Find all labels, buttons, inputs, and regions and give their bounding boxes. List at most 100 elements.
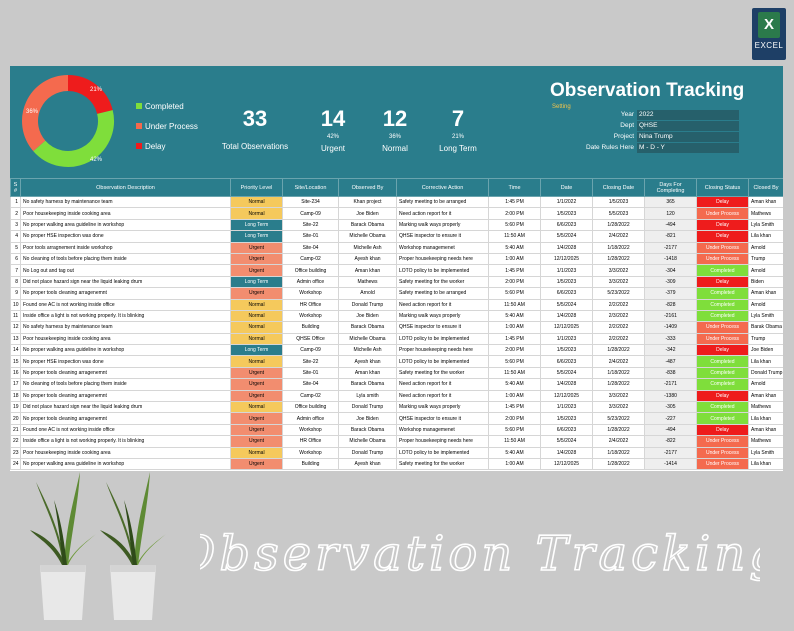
table-cell[interactable]: 5:40 AM [488, 241, 541, 254]
table-cell[interactable]: Under Process [696, 332, 749, 346]
table-row[interactable]: 21 Found one AC is not working inside off… [10, 423, 783, 437]
table-cell[interactable]: 9 [10, 287, 21, 300]
table-cell[interactable]: 5/23/2022 [592, 412, 645, 425]
table-cell[interactable]: 18 [10, 389, 21, 403]
table-cell[interactable]: 1:00 AM [488, 457, 541, 471]
table-cell[interactable]: Normal [230, 207, 283, 220]
table-cell[interactable]: 12 [10, 321, 21, 334]
table-cell[interactable]: Michelle Obama [338, 332, 397, 346]
table-cell[interactable]: 5/5/2024 [540, 298, 593, 311]
table-cell[interactable]: Site-04 [282, 241, 339, 254]
table-cell[interactable]: 1/28/2022 [592, 423, 645, 437]
table-cell[interactable]: 2/2/2022 [592, 321, 645, 334]
table-cell[interactable]: Workshop [282, 446, 339, 460]
table-cell[interactable]: 7 [10, 264, 21, 277]
table-cell[interactable]: 2/2/2022 [592, 332, 645, 346]
table-cell[interactable]: No proper HSE inspection was done [20, 355, 231, 368]
table-row[interactable]: 19 Did not place hazard sign near the liq… [10, 401, 783, 414]
table-cell[interactable]: Arnold [748, 264, 783, 277]
table-cell[interactable]: Barack Obama [338, 321, 397, 334]
table-cell[interactable]: Did not place hazard sign near the liqui… [20, 275, 231, 289]
table-cell[interactable]: Camp-09 [282, 344, 339, 357]
table-cell[interactable]: Normal [230, 446, 283, 460]
table-cell[interactable]: -821 [644, 230, 697, 243]
table-cell[interactable]: Ayesh khan [338, 457, 397, 471]
table-cell[interactable]: LOTO policy to be implemented [396, 446, 489, 460]
table-cell[interactable]: Inside office a light is not working pro… [20, 435, 231, 448]
table-cell[interactable]: Under Process [696, 457, 749, 471]
meta-project-value[interactable]: Nina Trump [637, 131, 739, 142]
table-cell[interactable]: 1:45 PM [488, 195, 541, 209]
table-cell[interactable]: Long Term [230, 230, 283, 243]
table-cell[interactable]: Camp-09 [282, 207, 339, 220]
table-row[interactable]: 11 Inside office a light is not working p… [10, 309, 783, 323]
table-cell[interactable]: 1/4/2028 [540, 241, 593, 254]
table-cell[interactable]: No safety harness by maintenance team [20, 321, 231, 334]
table-cell[interactable]: 8 [10, 275, 21, 289]
table-cell[interactable]: Camp-02 [282, 389, 339, 403]
table-cell[interactable]: 1:00 AM [488, 321, 541, 334]
table-row[interactable]: 2 Poor housekeeping inside cooking area No… [10, 207, 783, 220]
table-cell[interactable]: Workshop [282, 287, 339, 300]
table-cell[interactable]: Need action report for it [396, 207, 489, 220]
table-cell[interactable]: Completed [696, 287, 749, 300]
table-cell[interactable]: 1/28/2022 [592, 218, 645, 232]
table-cell[interactable]: 1/5/2023 [540, 344, 593, 357]
table-cell[interactable]: Did not place hazard sign near the liqui… [20, 401, 231, 414]
table-cell[interactable]: Donald Trump [748, 366, 783, 380]
table-cell[interactable]: Joe Biden [748, 344, 783, 357]
table-cell[interactable]: 1:00 AM [488, 252, 541, 266]
table-cell[interactable]: Aman khan [748, 389, 783, 403]
table-cell[interactable]: 1/28/2022 [592, 344, 645, 357]
table-cell[interactable]: 5:60 PM [488, 218, 541, 232]
table-cell[interactable]: Barack Obama [338, 423, 397, 437]
table-cell[interactable]: Completed [696, 412, 749, 425]
table-cell[interactable]: Lyla Smith [748, 446, 783, 460]
table-cell[interactable]: Safety meeting for the worker [396, 366, 489, 380]
table-cell[interactable]: Lila khan [748, 230, 783, 243]
table-cell[interactable]: Office building [282, 264, 339, 277]
table-cell[interactable]: 5/5/2024 [540, 435, 593, 448]
table-cell[interactable]: -305 [644, 401, 697, 414]
table-cell[interactable]: Donald Trump [338, 446, 397, 460]
table-cell[interactable]: LOTO policy to be implemented [396, 355, 489, 368]
table-cell[interactable]: Under Process [696, 321, 749, 334]
table-cell[interactable]: QHSE inspector to ensure it [396, 412, 489, 425]
table-cell[interactable]: Poor housekeeping inside cooking area [20, 207, 231, 220]
table-cell[interactable]: Workshop [282, 309, 339, 323]
table-cell[interactable]: Delay [696, 344, 749, 357]
table-cell[interactable]: 2 [10, 207, 21, 220]
table-cell[interactable]: 1/4/2028 [540, 446, 593, 460]
table-cell[interactable]: 16 [10, 366, 21, 380]
table-cell[interactable]: Mathews [748, 435, 783, 448]
table-cell[interactable]: Lyla Smith [748, 218, 783, 232]
table-cell[interactable]: 1/28/2022 [592, 457, 645, 471]
column-header[interactable]: Closing Date [592, 178, 645, 197]
table-cell[interactable]: 1/1/2023 [540, 332, 593, 346]
table-cell[interactable]: No proper walking area guideline in work… [20, 457, 231, 471]
table-cell[interactable]: 5:60 PM [488, 287, 541, 300]
table-cell[interactable]: Mathews [338, 275, 397, 289]
table-cell[interactable]: Found one AC is not working inside offic… [20, 423, 231, 437]
table-cell[interactable]: 1/5/2023 [592, 195, 645, 209]
table-cell[interactable]: Under Process [696, 435, 749, 448]
table-cell[interactable]: 19 [10, 401, 21, 414]
table-cell[interactable]: -333 [644, 332, 697, 346]
table-cell[interactable]: Urgent [230, 264, 283, 277]
table-cell[interactable]: Normal [230, 332, 283, 346]
table-cell[interactable]: Safety meeting to be arranged [396, 195, 489, 209]
table-row[interactable]: 22 Inside office a light is not working p… [10, 435, 783, 448]
table-cell[interactable]: No proper walking area guideline in work… [20, 218, 231, 232]
table-cell[interactable]: -2161 [644, 309, 697, 323]
table-cell[interactable]: Marking walk ways properly [396, 218, 489, 232]
table-cell[interactable]: No proper walking area guideline in work… [20, 344, 231, 357]
table-cell[interactable]: 6/6/2023 [540, 423, 593, 437]
table-cell[interactable]: Arnold [748, 298, 783, 311]
table-cell[interactable]: No Log out and tag out [20, 264, 231, 277]
table-cell[interactable]: Biden [748, 275, 783, 289]
table-cell[interactable]: 2:00 PM [488, 275, 541, 289]
table-cell[interactable]: 1:45 PM [488, 264, 541, 277]
table-cell[interactable]: Aman khan [748, 423, 783, 437]
table-cell[interactable]: 6/6/2023 [540, 355, 593, 368]
table-cell[interactable]: Workshop [282, 423, 339, 437]
